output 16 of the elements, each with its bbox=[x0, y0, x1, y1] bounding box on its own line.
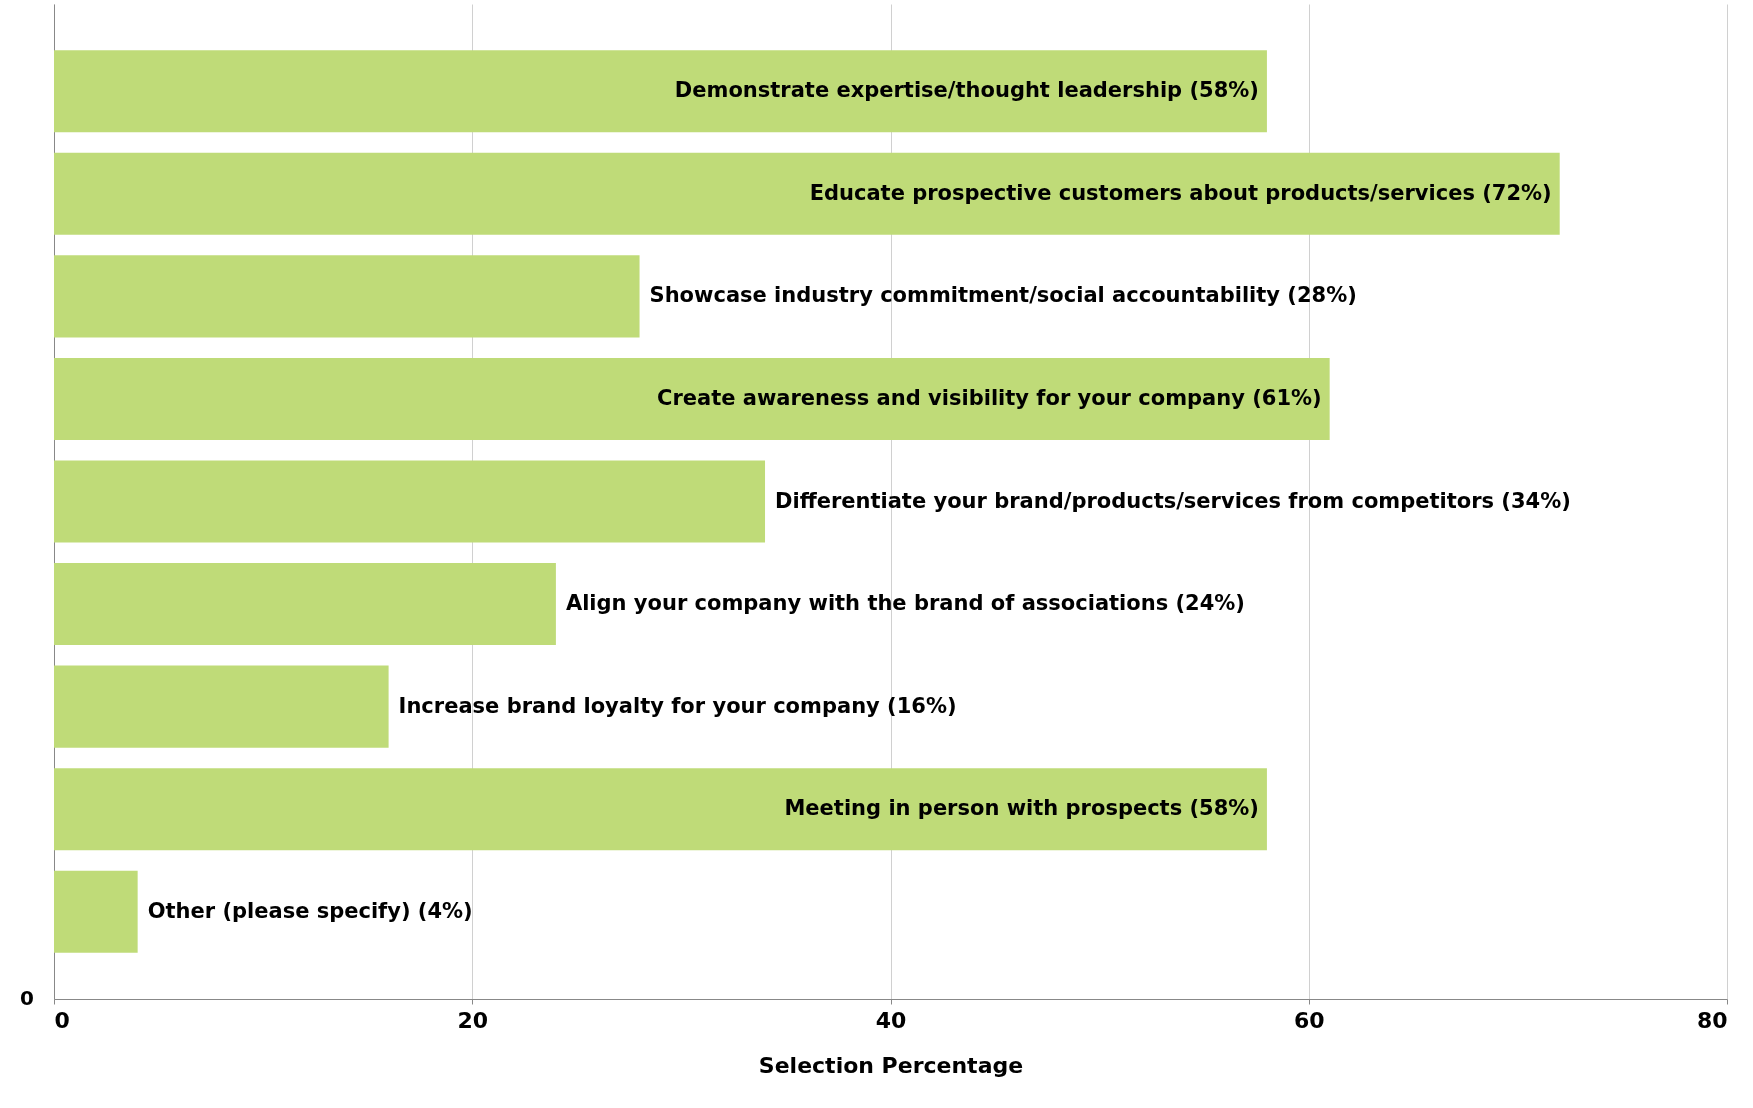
data-label: Increase brand loyalty for your company (16%) bbox=[398, 693, 957, 718]
text: 0 bbox=[20, 986, 34, 1010]
data-label: Create awareness and visibility for your company (61%) bbox=[656, 385, 1322, 410]
x-axis-title: Selection Percentage bbox=[758, 1052, 1024, 1078]
data-label: Showcase industry commitment/social accountability (28%) bbox=[649, 283, 1357, 308]
data-label: Differentiate your brand/products/services from competitors (34%) bbox=[775, 488, 1571, 513]
data-label: Educate prospective customers about products/services (72%) bbox=[809, 180, 1552, 205]
x-tick-label: 40 bbox=[875, 1007, 907, 1033]
data-label: Align your company with the brand of associations (24%) bbox=[565, 591, 1245, 616]
data-label: Demonstrate expertise/thought leadership (58%) bbox=[674, 78, 1259, 103]
x-tick-label: 0 bbox=[54, 1007, 70, 1033]
data-label: Other (please specify) (4%) bbox=[147, 898, 473, 923]
x-tick-label: 80 bbox=[1696, 1007, 1728, 1033]
x-tick-label: 60 bbox=[1293, 1007, 1325, 1033]
x-tick-label: 20 bbox=[457, 1007, 489, 1033]
data-label: Meeting in person with prospects (58%) bbox=[784, 796, 1259, 821]
